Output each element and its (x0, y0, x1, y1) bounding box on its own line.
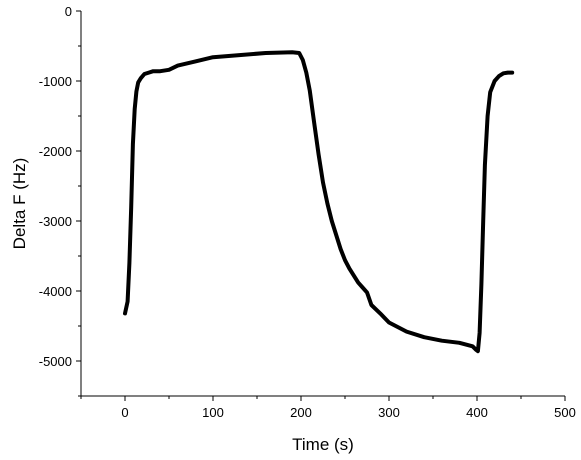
x-tick-label: 300 (378, 405, 400, 420)
y-tick-label: 0 (65, 4, 72, 19)
y-tick-label: -4000 (39, 284, 72, 299)
series-group (123, 50, 515, 354)
y-tick-label: -5000 (39, 354, 72, 369)
x-tick-label: 0 (121, 405, 128, 420)
x-tick-label: 200 (290, 405, 312, 420)
y-tick-label: -1000 (39, 74, 72, 89)
y-tick-label: -3000 (39, 214, 72, 229)
y-tick-label: -2000 (39, 144, 72, 159)
series-line (123, 50, 515, 354)
x-axis-title: Time (s) (292, 435, 354, 454)
y-axis-title: Delta F (Hz) (10, 158, 29, 250)
x-tick-label: 500 (554, 405, 576, 420)
axes (80, 11, 565, 397)
tick-labels: 0 100 200 300 400 500 0 -1000 -2000 -3000 -4000 -50… (39, 4, 576, 420)
x-tick-label: 400 (466, 405, 488, 420)
x-tick-label: 100 (202, 405, 224, 420)
tick-marks (76, 10, 566, 401)
